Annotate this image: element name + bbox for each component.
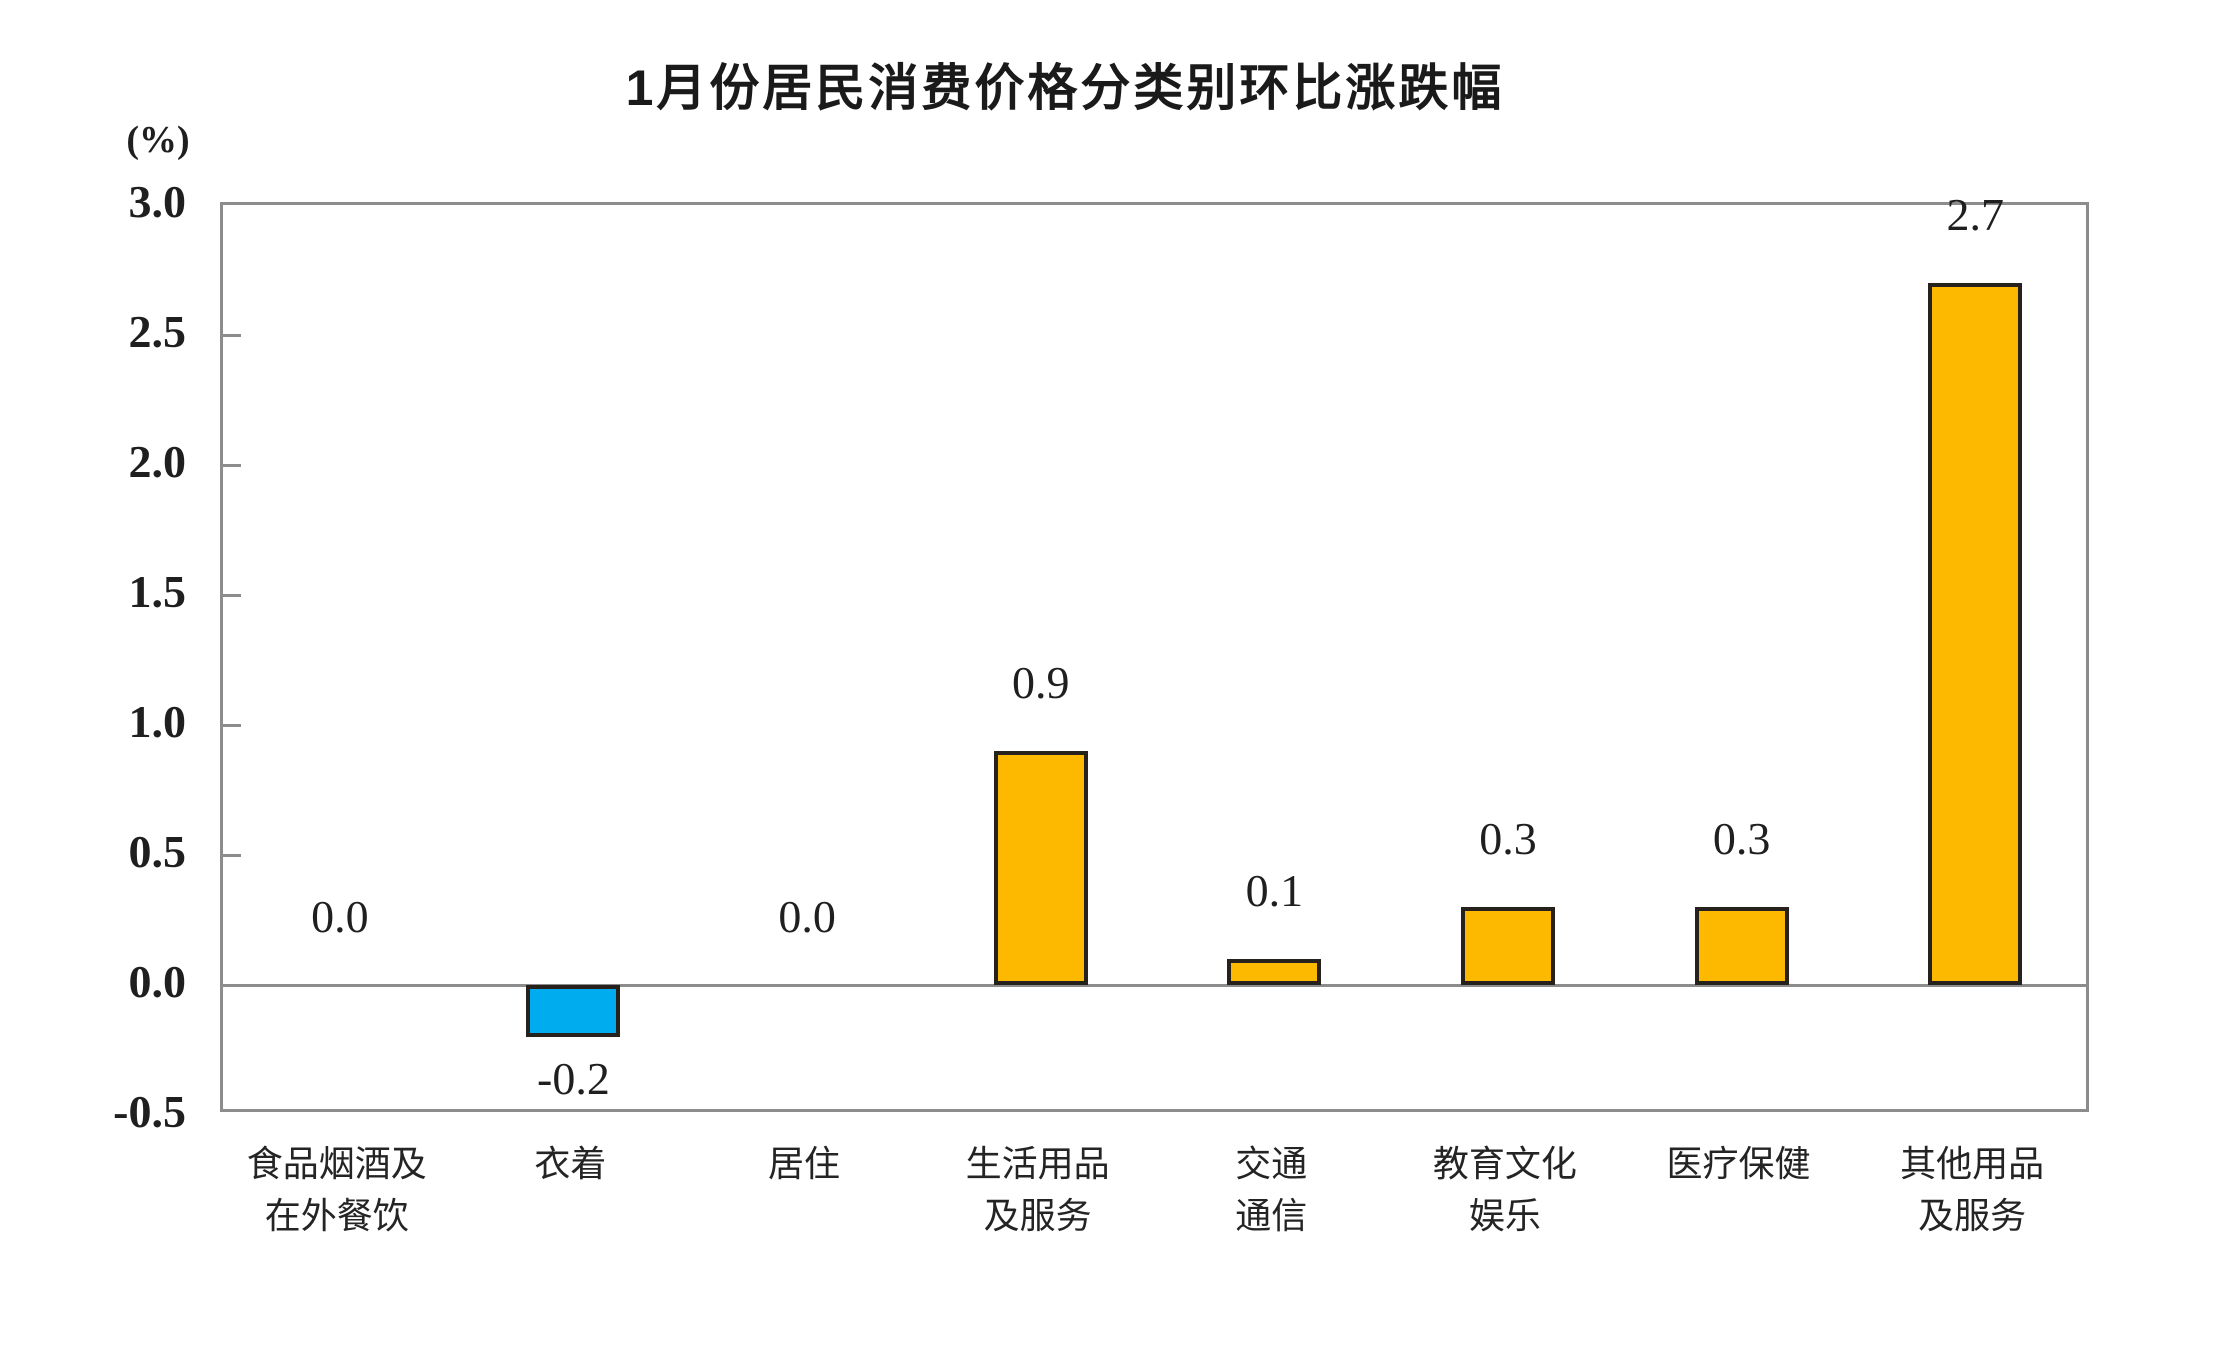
bar-value-label: 0.9: [1011, 657, 1070, 708]
y-axis-tick-mark: [223, 853, 241, 857]
bar-value-label: 0.3: [1479, 813, 1537, 864]
bar-6: [1460, 907, 1555, 985]
y-axis-tick-label: 2.5: [128, 306, 187, 357]
x-axis-label-line: 食品烟酒及: [246, 1144, 427, 1184]
y-axis-tick-label: 0.5: [128, 826, 187, 877]
x-axis-label-line: 在外餐饮: [264, 1196, 409, 1236]
bar-value-label: -0.2: [537, 1053, 610, 1104]
bar-4: [993, 751, 1088, 985]
x-axis-label-line: 通信: [1235, 1196, 1308, 1236]
zero-line: [223, 983, 2086, 987]
x-axis-label-line: 及服务: [983, 1196, 1092, 1236]
chart-title: 1月份居民消费价格分类别环比涨跌幅: [625, 60, 1505, 116]
y-axis-tick-mark: [223, 463, 241, 467]
x-axis-label-line: 居住: [768, 1144, 841, 1184]
y-axis-tick-label: 1.0: [128, 696, 187, 747]
x-axis-label: 教育文化 娱乐: [1388, 1138, 1622, 1242]
x-axis-label-line: 其他用品: [1900, 1144, 2045, 1184]
plot-area: 0.0 -0.2 0.0 0.9 0.1 0.3 0.3 2.7: [220, 189, 2089, 1112]
x-axis-label: 医疗保健: [1622, 1138, 1856, 1190]
bar-2: [526, 985, 621, 1037]
bar-value-label: 0.3: [1712, 813, 1771, 864]
x-axis-label: 居住: [687, 1138, 921, 1190]
bar-5: [1227, 959, 1322, 985]
x-axis-label: 衣着: [454, 1138, 688, 1190]
y-axis-tick-mark: [223, 723, 241, 727]
x-axis-label-line: 及服务: [1918, 1196, 2027, 1236]
x-axis-labels: 食品烟酒及 在外餐饮 衣着 居住 生活用品 及服务 交通 通信 教育文化 娱乐 医疗保健 其他用品 及服…: [220, 1138, 2089, 1268]
x-axis-label-line: 交通: [1235, 1144, 1308, 1184]
bar-8: [1928, 283, 2023, 985]
y-axis-tick-label: 1.5: [128, 566, 187, 617]
x-axis-label: 食品烟酒及 在外餐饮: [220, 1138, 454, 1242]
y-axis-tick-label: 0.0: [128, 956, 187, 1007]
bar-value-label: 0.0: [778, 891, 836, 942]
y-axis-unit-label: (%): [126, 119, 190, 161]
y-axis-tick-mark: [223, 593, 241, 597]
x-axis-label-line: 医疗保健: [1666, 1144, 1811, 1184]
x-axis-label: 生活用品 及服务: [921, 1138, 1155, 1242]
bar-7: [1694, 907, 1789, 985]
x-axis-label-line: 衣着: [534, 1144, 607, 1184]
y-axis-tick-label: -0.5: [113, 1086, 186, 1137]
bar-value-label: 0.1: [1245, 865, 1304, 916]
y-axis-tick-label: 3.0: [128, 176, 187, 227]
x-axis-label: 其他用品 及服务: [1855, 1138, 2089, 1242]
bar-value-label: 2.7: [1946, 189, 2004, 240]
y-axis-tick-label: 2.0: [128, 436, 187, 487]
x-axis-label: 交通 通信: [1155, 1138, 1389, 1242]
x-axis-label-line: 教育文化: [1432, 1144, 1577, 1184]
bar-value-label: 0.0: [311, 891, 369, 942]
y-axis-tick-mark: [223, 333, 241, 337]
x-axis-label-line: 生活用品: [965, 1144, 1110, 1184]
x-axis-label-line: 娱乐: [1468, 1196, 1541, 1236]
